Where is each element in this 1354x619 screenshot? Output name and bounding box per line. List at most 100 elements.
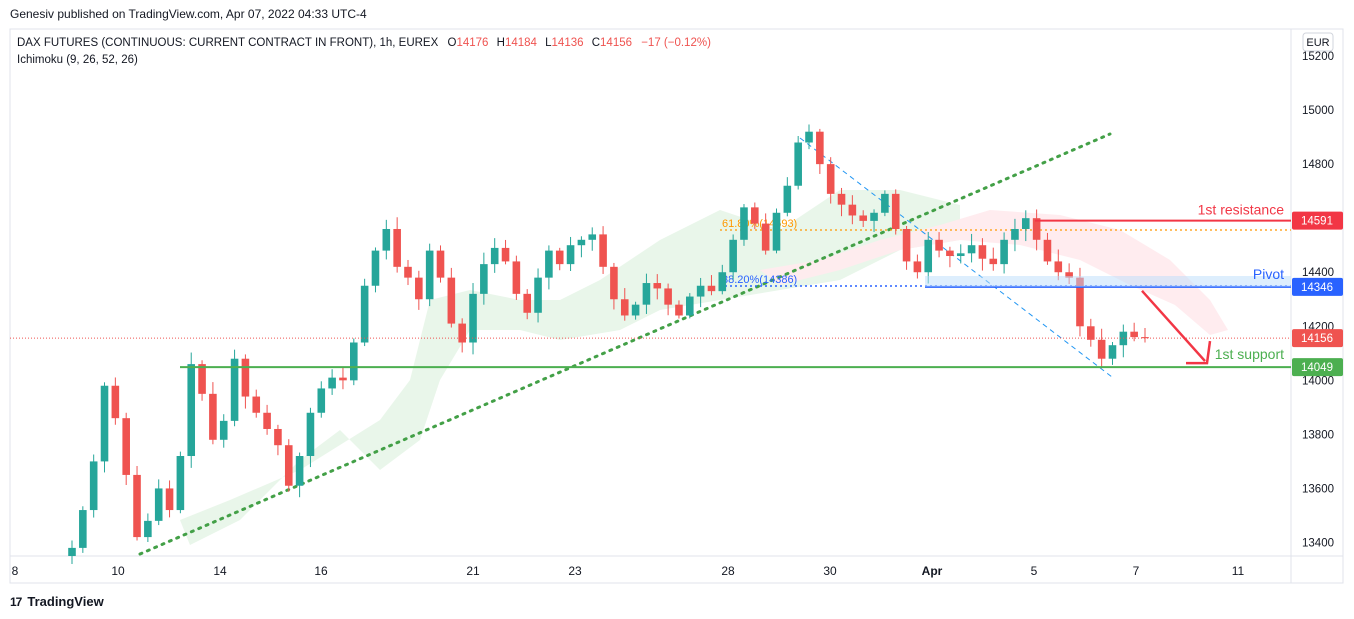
candle-body bbox=[523, 293, 532, 313]
candle-body bbox=[696, 285, 705, 297]
publisher-line: Genesiv published on TradingView.com, Ap… bbox=[10, 7, 367, 21]
fib-618-label: 61.80%(14593) bbox=[722, 218, 797, 230]
candle-body bbox=[306, 412, 315, 457]
candle-body bbox=[1011, 228, 1019, 240]
candle-body bbox=[675, 304, 683, 316]
candle-body bbox=[480, 264, 488, 294]
candle-body bbox=[263, 412, 271, 429]
candle-body bbox=[610, 266, 618, 300]
candle-body bbox=[317, 388, 326, 413]
cloud-bullish bbox=[180, 190, 960, 545]
x-tick-label: 28 bbox=[721, 564, 735, 578]
candle-body bbox=[664, 288, 672, 305]
candle-body bbox=[685, 296, 694, 316]
candle-body bbox=[1054, 261, 1063, 273]
pivot-price-tag-label: 14346 bbox=[1301, 282, 1333, 294]
resistance-price-tag-label: 14591 bbox=[1301, 216, 1333, 228]
x-tick-label: 8 bbox=[12, 564, 19, 578]
candle-body bbox=[382, 228, 391, 251]
candle-body bbox=[631, 304, 640, 316]
candle-body bbox=[512, 261, 521, 294]
candle-body bbox=[1032, 218, 1041, 240]
candle-body bbox=[761, 223, 770, 251]
x-tick-label: 5 bbox=[1031, 564, 1038, 578]
candle-body bbox=[1141, 337, 1149, 339]
candle-body bbox=[154, 488, 163, 521]
candle-body bbox=[545, 250, 553, 278]
footer-brand-label: TradingView bbox=[27, 594, 104, 609]
candle-body bbox=[241, 358, 250, 397]
candle-body bbox=[295, 456, 304, 486]
candle-body bbox=[436, 250, 445, 278]
y-tick-label: 15000 bbox=[1302, 105, 1334, 117]
candle-body bbox=[165, 488, 174, 511]
candle-body bbox=[219, 420, 228, 440]
candle-body bbox=[913, 261, 922, 273]
legend-o-label: O bbox=[447, 37, 456, 49]
candle-body bbox=[599, 234, 607, 267]
candle-body bbox=[198, 364, 206, 394]
candle-body bbox=[1130, 331, 1138, 338]
candle-body bbox=[566, 245, 575, 265]
candle-body bbox=[393, 228, 401, 267]
x-tick-label: 11 bbox=[1232, 564, 1245, 578]
price-axis[interactable]: 1340013600138001400014200144001460014800… bbox=[1292, 51, 1343, 549]
candle-body bbox=[79, 510, 87, 548]
time-axis[interactable]: 8 10 14 16 21 23 28 30 Apr 5 7 11 bbox=[12, 564, 1245, 578]
y-tick-label: 14400 bbox=[1302, 267, 1334, 279]
candle-body bbox=[534, 277, 542, 313]
candle-body bbox=[458, 323, 466, 343]
candle-body bbox=[111, 385, 120, 419]
candle-body bbox=[176, 456, 185, 511]
candles bbox=[68, 124, 1149, 565]
support-label: 1st support bbox=[1215, 346, 1284, 362]
candle-body bbox=[1021, 218, 1030, 229]
tradingview-logo-icon: 17 bbox=[10, 594, 22, 609]
candle-body bbox=[360, 285, 369, 343]
candle-body bbox=[89, 461, 98, 511]
legend-h-label: H bbox=[497, 37, 505, 49]
candle-body bbox=[902, 228, 911, 262]
candle-body bbox=[588, 234, 597, 240]
resistance-label: 1st resistance bbox=[1198, 202, 1285, 218]
x-tick-label: 21 bbox=[466, 564, 480, 578]
candle-body bbox=[1043, 239, 1052, 262]
pivot-price-tag bbox=[1292, 277, 1343, 296]
candle-body bbox=[729, 239, 737, 273]
candle-body bbox=[555, 250, 564, 265]
candle-body bbox=[826, 164, 835, 194]
y-tick-label: 14000 bbox=[1302, 375, 1334, 387]
candle-body bbox=[1065, 272, 1073, 278]
candle-body bbox=[870, 212, 878, 221]
candle-body bbox=[371, 250, 380, 286]
candle-body bbox=[501, 247, 510, 262]
footer-brand[interactable]: 17 TradingView bbox=[10, 594, 104, 609]
last-price-tag-label: 14156 bbox=[1301, 333, 1333, 345]
legend-o-value: 14176 bbox=[456, 37, 488, 49]
candle-body bbox=[68, 547, 76, 556]
candle-body bbox=[837, 193, 846, 205]
legend-indicator: Ichimoku (9, 26, 52, 26) bbox=[17, 54, 138, 66]
cloud-bearish bbox=[760, 210, 1228, 335]
candle-body bbox=[881, 193, 889, 213]
legend-c-value: 14156 bbox=[600, 37, 632, 49]
currency-label: EUR bbox=[1306, 37, 1329, 49]
candle-body bbox=[740, 207, 748, 240]
candle-body bbox=[284, 445, 293, 486]
candle-body bbox=[707, 285, 716, 292]
currency-badge[interactable] bbox=[1302, 32, 1334, 52]
candle-body bbox=[122, 418, 130, 475]
candle-body bbox=[490, 247, 499, 265]
x-tick-label: 16 bbox=[314, 564, 328, 578]
candle-body bbox=[924, 239, 933, 273]
y-tick-label: 13400 bbox=[1302, 537, 1334, 549]
y-tick-label: 15200 bbox=[1302, 51, 1334, 63]
candle-body bbox=[415, 277, 423, 300]
candle-body bbox=[783, 185, 792, 213]
support-price-tag-label: 14049 bbox=[1301, 362, 1333, 374]
candle-body bbox=[1108, 345, 1117, 359]
x-tick-label: 10 bbox=[111, 564, 125, 578]
legend-l-value: 14136 bbox=[552, 37, 584, 49]
candle-body bbox=[133, 474, 141, 538]
